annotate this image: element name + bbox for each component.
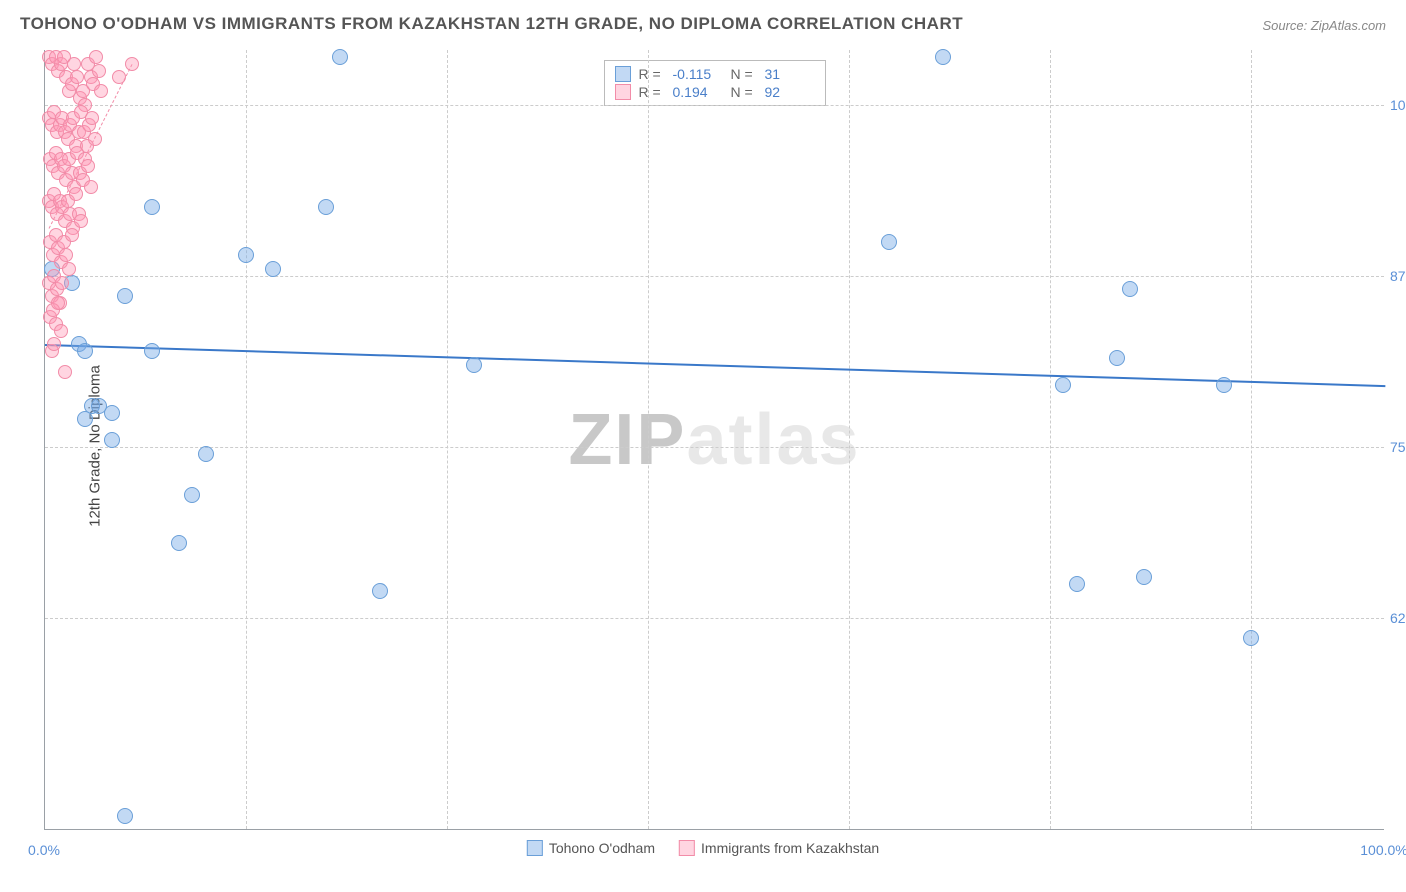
scatter-point [67,57,81,71]
scatter-point [117,808,133,824]
y-tick-label: 100.0% [1384,97,1406,113]
chart-title: TOHONO O'ODHAM VS IMMIGRANTS FROM KAZAKH… [20,14,963,34]
watermark-part2: atlas [686,400,860,480]
scatter-point [144,199,160,215]
scatter-point [184,487,200,503]
gridline-vertical [1251,50,1252,829]
scatter-point [117,288,133,304]
scatter-point [1216,377,1232,393]
legend-item-series1: Tohono O'odham [527,840,655,856]
scatter-point [265,261,281,277]
scatter-point [1055,377,1071,393]
scatter-point [59,248,73,262]
scatter-point [935,49,951,65]
watermark: ZIPatlas [568,399,860,481]
scatter-point [77,343,93,359]
scatter-point [58,365,72,379]
scatter-point [1109,350,1125,366]
x-tick-label: 100.0% [1360,842,1406,858]
swatch-icon [527,840,543,856]
gridline-vertical [648,50,649,829]
scatter-point [84,180,98,194]
source-attribution: Source: ZipAtlas.com [1262,18,1386,33]
scatter-point [77,411,93,427]
stats-row-series2: R = 0.194 N = 92 [615,83,815,101]
scatter-point [372,583,388,599]
scatter-point [1243,630,1259,646]
swatch-icon [679,840,695,856]
scatter-point [69,187,83,201]
scatter-point [318,199,334,215]
stat-r-value: 0.194 [673,84,723,100]
stat-n-label: N = [731,84,757,100]
scatter-point [51,296,65,310]
scatter-chart: ZIPatlas R = -0.115 N = 31 R = 0.194 N =… [44,50,1384,830]
legend-item-series2: Immigrants from Kazakhstan [679,840,879,856]
stat-n-label: N = [731,66,757,82]
legend-label: Tohono O'odham [549,840,655,856]
gridline-vertical [849,50,850,829]
scatter-point [74,214,88,228]
scatter-point [238,247,254,263]
scatter-point [47,337,61,351]
scatter-point [171,535,187,551]
scatter-point [62,262,76,276]
scatter-point [88,132,102,146]
stat-n-value: 92 [765,84,815,100]
scatter-point [881,234,897,250]
scatter-point [144,343,160,359]
y-tick-label: 87.5% [1384,268,1406,284]
scatter-point [81,159,95,173]
stat-n-value: 31 [765,66,815,82]
correlation-stats-box: R = -0.115 N = 31 R = 0.194 N = 92 [604,60,826,106]
gridline-vertical [246,50,247,829]
bottom-legend: Tohono O'odham Immigrants from Kazakhsta… [527,840,879,856]
stat-r-label: R = [639,84,665,100]
swatch-icon [615,66,631,82]
scatter-point [70,70,84,84]
scatter-point [89,50,103,64]
scatter-point [92,64,106,78]
swatch-icon [615,84,631,100]
scatter-point [104,432,120,448]
scatter-point [54,324,68,338]
stat-r-label: R = [639,66,665,82]
gridline-vertical [1050,50,1051,829]
scatter-point [55,276,69,290]
y-tick-label: 62.5% [1384,610,1406,626]
x-tick-label: 0.0% [28,842,60,858]
scatter-point [198,446,214,462]
scatter-point [1069,576,1085,592]
stats-row-series1: R = -0.115 N = 31 [615,65,815,83]
scatter-point [65,228,79,242]
watermark-part1: ZIP [568,400,686,480]
scatter-point [85,111,99,125]
scatter-point [94,84,108,98]
scatter-point [466,357,482,373]
scatter-point [112,70,126,84]
scatter-point [104,405,120,421]
scatter-point [1136,569,1152,585]
stat-r-value: -0.115 [673,66,723,82]
scatter-point [125,57,139,71]
y-tick-label: 75.0% [1384,439,1406,455]
scatter-point [332,49,348,65]
scatter-point [1122,281,1138,297]
gridline-vertical [447,50,448,829]
legend-label: Immigrants from Kazakhstan [701,840,879,856]
